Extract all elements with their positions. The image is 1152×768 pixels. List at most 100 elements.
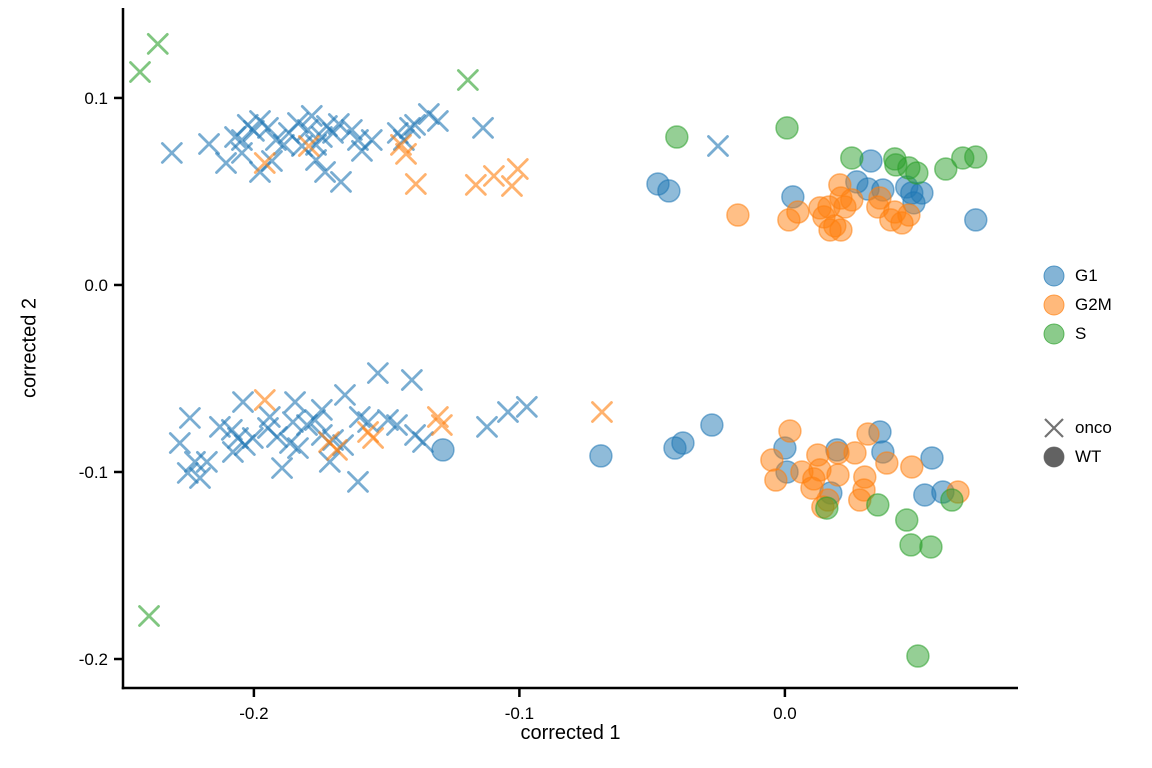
scatter-point — [179, 407, 201, 429]
scatter-point — [296, 119, 319, 141]
legend-item-g2m: G2M — [1042, 290, 1112, 319]
x-tick-label: 0.0 — [773, 704, 797, 723]
scatter-point — [890, 211, 914, 235]
y-tick-label: 0.0 — [84, 276, 108, 295]
scatter-point — [778, 419, 802, 443]
scatter-point — [399, 116, 421, 139]
scatter-point — [899, 533, 923, 557]
scatter-point — [314, 161, 336, 183]
legend-label: WT — [1075, 446, 1102, 466]
scatter-point — [515, 396, 538, 418]
scatter-point — [833, 195, 857, 219]
scatter-point — [856, 422, 880, 446]
scatter-point — [764, 468, 788, 492]
scatter-point — [589, 444, 613, 468]
scatter-point — [707, 135, 729, 157]
scatter-point — [431, 438, 455, 462]
scatter-point — [497, 401, 519, 423]
scatter-point — [934, 157, 958, 181]
scatter-point — [859, 149, 883, 173]
scatter-point — [395, 142, 417, 165]
scatter-point — [866, 493, 890, 517]
y-tick-label: -0.2 — [79, 650, 108, 669]
scatter-point — [327, 113, 350, 135]
scatter-point — [900, 455, 924, 479]
scatter-point — [138, 605, 160, 627]
scatter-point — [591, 401, 613, 423]
scatter-point — [472, 116, 494, 139]
scatter-point — [940, 488, 964, 512]
scatter-point — [322, 122, 344, 144]
scatter-point — [657, 179, 681, 203]
legend-label: onco — [1075, 417, 1112, 437]
scatter-point — [271, 457, 293, 479]
scatter-point — [347, 471, 369, 493]
scatter-point — [146, 33, 169, 55]
scatter-point — [726, 203, 750, 227]
legend-circle-icon — [1043, 294, 1065, 315]
legend-item-g1: G1 — [1042, 261, 1112, 290]
scatter-point — [404, 113, 426, 136]
scatter-point — [253, 152, 276, 174]
scatter-point — [272, 133, 295, 156]
scatter-point — [366, 362, 389, 384]
scatter-point — [215, 152, 237, 174]
scatter-point — [310, 126, 333, 148]
scatter-point — [176, 462, 199, 484]
scatter-point — [786, 200, 810, 224]
scatter-point — [818, 218, 842, 242]
scatter-point — [843, 441, 867, 465]
scatter-point — [840, 146, 864, 170]
scatter-point — [483, 165, 505, 187]
scatter-point — [905, 161, 929, 185]
scatter-point — [284, 391, 306, 413]
scatter-point — [360, 129, 383, 151]
scatter-point — [501, 175, 523, 197]
scatter-point — [875, 451, 899, 475]
scatter-point — [305, 149, 327, 171]
scatter-point — [476, 416, 498, 438]
scatter-point — [160, 142, 183, 164]
scatter-point — [404, 173, 427, 195]
scatter-point — [304, 409, 326, 431]
legend-cross-icon — [1044, 417, 1064, 438]
scatter-point — [168, 432, 191, 454]
scatter-point — [242, 119, 265, 142]
scatter-point — [800, 476, 824, 500]
scatter-point — [815, 496, 839, 520]
legend-circle-icon — [1043, 323, 1065, 344]
scatter-point — [906, 644, 930, 668]
scatter-point — [330, 171, 352, 193]
scatter-point — [227, 427, 249, 449]
scatter-point — [222, 441, 244, 463]
legend-label: G2M — [1075, 294, 1112, 314]
scatter-point — [232, 391, 254, 413]
scatter-point — [129, 61, 151, 83]
x-axis-title: corrected 1 — [520, 722, 621, 744]
y-tick-label: -0.1 — [79, 463, 108, 482]
scatter-point — [340, 119, 363, 141]
scatter-point — [198, 133, 220, 155]
scatter-point — [297, 135, 320, 157]
legend-group-spacer — [1042, 348, 1112, 413]
scatter-point — [195, 450, 218, 473]
scatter-point — [826, 463, 850, 487]
scatter-point — [253, 389, 276, 411]
scatter-point — [282, 411, 304, 433]
scatter-point — [760, 448, 784, 472]
scatter-point — [430, 414, 453, 436]
scatter-point — [665, 125, 689, 149]
scatter-point — [671, 431, 695, 455]
scatter-point — [357, 411, 379, 433]
legend-circle-icon — [1043, 265, 1065, 286]
scatter-point — [464, 174, 487, 196]
scatter-point — [287, 112, 309, 134]
scatter-point — [775, 116, 799, 140]
scatter-point — [300, 105, 323, 127]
scatter-point — [362, 427, 385, 449]
y-axis-title: corrected 2 — [18, 297, 41, 399]
scatter-point — [417, 103, 440, 125]
scatter-point — [919, 535, 943, 559]
